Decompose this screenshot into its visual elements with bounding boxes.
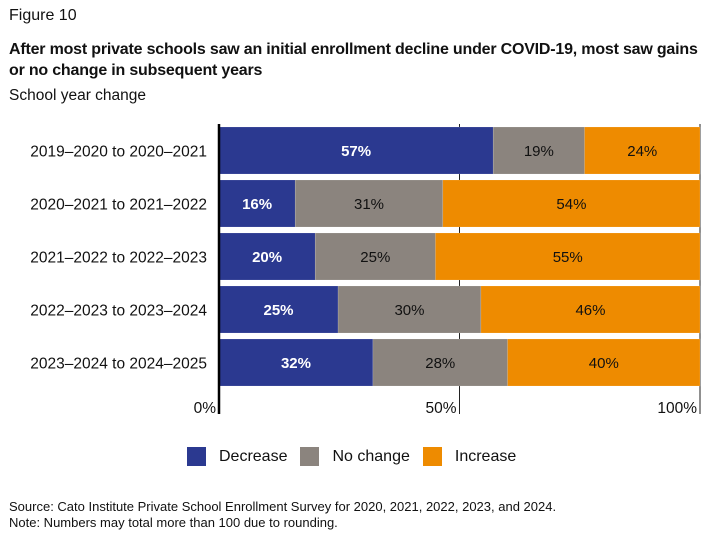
bar-no-change bbox=[337, 285, 482, 334]
bars: 57% 19% 24% 16% 31% 54% 20% 25% 55% 25% 30% 46% 32% 2… bbox=[218, 126, 701, 387]
data-label-increase: 46% bbox=[575, 302, 605, 319]
legend-label-decrease: Decrease bbox=[219, 447, 288, 465]
bar-no-change bbox=[294, 179, 444, 228]
bar-decrease bbox=[218, 179, 296, 228]
data-label-increase: 55% bbox=[553, 249, 583, 266]
data-label-decrease: 32% bbox=[281, 355, 311, 372]
legend-swatch-no-change bbox=[300, 447, 320, 466]
bar-no-change bbox=[372, 338, 508, 387]
legend-item-decrease: Decrease bbox=[187, 447, 287, 466]
category-label: 2022–2023 to 2023–2024 bbox=[30, 303, 207, 320]
legend-swatch-increase bbox=[422, 447, 442, 466]
data-label-no-change: 25% bbox=[360, 249, 390, 266]
x-axis-ticks: 0% 50% 100% bbox=[194, 400, 698, 417]
data-label-increase: 54% bbox=[556, 196, 586, 213]
category-label: 2019–2020 to 2020–2021 bbox=[30, 144, 207, 161]
bar-decrease bbox=[218, 285, 339, 334]
category-label: 2020–2021 to 2021–2022 bbox=[30, 197, 207, 214]
rounding-note: Note: Numbers may total more than 100 du… bbox=[9, 515, 338, 530]
stacked-bar-chart: 2019–2020 to 2020–2021 2020–2021 to 2021–… bbox=[30, 124, 701, 417]
bar-increase bbox=[435, 232, 701, 281]
bar-no-change bbox=[314, 232, 436, 281]
data-label-decrease: 25% bbox=[264, 302, 294, 319]
data-label-increase: 40% bbox=[589, 355, 619, 372]
category-label: 2023–2024 to 2024–2025 bbox=[30, 356, 207, 373]
bar-decrease bbox=[218, 126, 494, 175]
chart-subtitle: School year change bbox=[9, 87, 147, 104]
source-note: Source: Cato Institute Private School En… bbox=[9, 499, 557, 514]
data-label-no-change: 31% bbox=[354, 196, 384, 213]
bar-no-change bbox=[492, 126, 585, 175]
legend-label-no-change: No change bbox=[332, 447, 410, 465]
bar-increase bbox=[507, 338, 701, 387]
data-label-decrease: 57% bbox=[341, 143, 371, 160]
x-tick-label: 50% bbox=[425, 400, 456, 417]
legend-swatch-decrease bbox=[187, 447, 206, 466]
figure-label: Figure 10 bbox=[9, 7, 77, 24]
data-label-decrease: 16% bbox=[242, 196, 272, 213]
legend-item-increase: Increase bbox=[422, 447, 517, 466]
legend-label-increase: Increase bbox=[454, 447, 517, 465]
bar-increase bbox=[584, 126, 701, 175]
category-label: 2021–2022 to 2022–2023 bbox=[30, 250, 207, 267]
category-labels: 2019–2020 to 2020–2021 2020–2021 to 2021–… bbox=[30, 144, 207, 373]
legend-item-no-change: No change bbox=[300, 447, 410, 466]
x-tick-label: 0% bbox=[194, 400, 217, 417]
legend: Decrease No change Increase bbox=[187, 447, 529, 466]
bar-increase bbox=[442, 179, 701, 228]
footer: Source: Cato Institute Private School En… bbox=[9, 499, 556, 531]
data-label-no-change: 28% bbox=[425, 355, 455, 372]
bar-decrease bbox=[218, 338, 374, 387]
data-label-decrease: 20% bbox=[252, 249, 282, 266]
data-label-no-change: 30% bbox=[394, 302, 424, 319]
data-label-no-change: 19% bbox=[524, 143, 554, 160]
chart-title: After most private schools saw an initia… bbox=[9, 41, 698, 79]
bar-increase bbox=[480, 285, 701, 334]
data-label-increase: 24% bbox=[627, 143, 657, 160]
x-tick-label: 100% bbox=[657, 400, 697, 417]
